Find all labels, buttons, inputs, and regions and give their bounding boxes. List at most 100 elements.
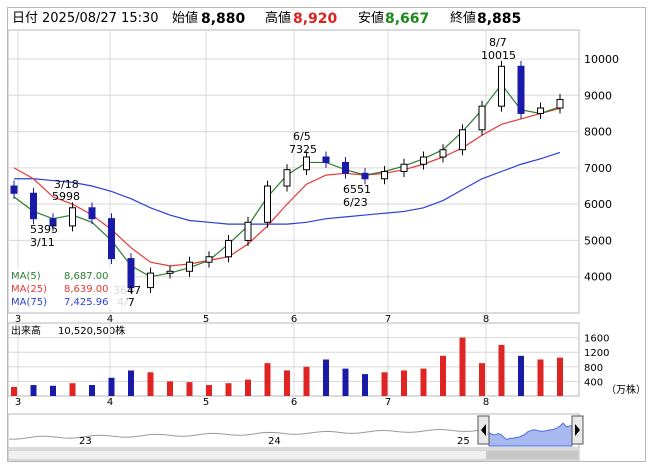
volume-bars <box>11 337 563 396</box>
month-label: 6 <box>291 397 297 408</box>
candle-body <box>478 105 486 131</box>
month-axis-top: 3 4 5 6 7 8 <box>15 314 489 325</box>
volume-bar <box>50 385 56 396</box>
volume-bar <box>69 383 76 396</box>
annotation-max-date: 8/7 <box>489 36 507 49</box>
annotation-max-value: 10015 <box>481 49 516 62</box>
volume-bar <box>108 377 115 396</box>
volume-bar <box>518 355 524 396</box>
annotation-jun-value: 7325 <box>289 143 317 156</box>
date-label: 日付 <box>12 11 39 26</box>
candle-body <box>49 218 57 227</box>
navigator-label-24: 24 <box>268 436 281 447</box>
annotation-mar-low-value: 5395 <box>30 223 58 236</box>
price-tick-label: 4000 <box>584 271 612 284</box>
candle-body <box>147 272 154 289</box>
datetime-value: 2025/08/27 15:30 <box>42 11 159 26</box>
volume-bar <box>459 337 466 396</box>
volume-label: 出来高 <box>11 324 41 337</box>
annotation-mar-high-value: 5998 <box>52 190 80 203</box>
candle-body <box>225 239 232 258</box>
legend-ma25-label: MA(25) <box>11 284 47 295</box>
volume-bar <box>284 370 290 396</box>
price-tick-label: 10000 <box>584 53 619 66</box>
annotation-jun-low-value: 6551 <box>343 183 371 196</box>
volume-bar <box>128 370 134 396</box>
price-tick-label: 6000 <box>584 198 612 211</box>
volume-bar <box>186 382 193 396</box>
ma75-line <box>14 151 561 225</box>
ma-legend-box <box>9 267 127 308</box>
legend-ma5-value: 8,687.00 <box>64 271 109 282</box>
high-label: 高値 <box>265 11 292 26</box>
candle-body <box>30 192 37 220</box>
navigator-scrollbar[interactable] <box>7 449 580 461</box>
candle-body <box>517 65 525 114</box>
navigator-scroll-thumb[interactable] <box>486 451 578 459</box>
candle-body <box>69 207 76 227</box>
ma25-line <box>13 107 561 267</box>
candle-body <box>10 185 18 194</box>
candle-body <box>283 169 291 187</box>
legend-ma5-label: MA(5) <box>11 271 41 282</box>
volume-bar <box>264 363 271 396</box>
price-grid <box>8 30 579 313</box>
candle-body <box>381 171 388 180</box>
candle-body <box>108 218 115 260</box>
candle-body <box>88 207 96 220</box>
volume-value: 10,520,500株 <box>58 324 125 337</box>
candle-body <box>400 163 408 173</box>
volume-bar <box>537 359 544 396</box>
candle-body <box>186 261 193 272</box>
month-label: 8 <box>483 397 489 408</box>
candle-body <box>420 156 427 165</box>
candle-body <box>459 129 466 151</box>
volume-tick-label: 1600 <box>584 334 609 345</box>
navigator-history-line <box>9 428 479 440</box>
volume-tick-label: 800 <box>584 363 603 374</box>
annotation-mar-low-date: 3/11 <box>30 236 55 249</box>
candle-body <box>303 156 310 171</box>
navigator-left-handle[interactable] <box>477 415 490 445</box>
candle-body <box>556 98 564 109</box>
month-label: 5 <box>203 397 209 408</box>
high-value: 8,920 <box>293 11 338 27</box>
candle-body <box>537 107 544 114</box>
price-tick-label: 7000 <box>584 162 612 175</box>
close-label: 終値 <box>450 11 477 26</box>
month-label: 6 <box>291 314 297 325</box>
volume-bar <box>440 355 446 396</box>
candles <box>10 60 564 294</box>
legend-ma75-value: 7,425.96 <box>64 297 109 308</box>
volume-bar <box>342 368 349 396</box>
volume-bar <box>557 357 563 396</box>
annotation-jun-low-date: 6/23 <box>343 196 368 209</box>
volume-bar <box>401 370 407 396</box>
open-label: 始値 <box>172 11 199 26</box>
month-label: 5 <box>203 314 209 325</box>
chevron-right-icon <box>575 424 580 436</box>
volume-bar <box>479 363 485 396</box>
candle-body <box>322 156 330 163</box>
volume-bar <box>30 385 37 396</box>
volume-bar <box>89 385 95 396</box>
price-tick-label: 9000 <box>584 89 612 102</box>
low-value: 8,667 <box>385 11 430 27</box>
price-tick-label: 8000 <box>584 126 612 139</box>
candle-body <box>361 172 369 180</box>
candle-body <box>166 270 174 274</box>
annotation-mar-high-date: 3/18 <box>54 178 79 191</box>
volume-unit: （万株） <box>606 383 646 396</box>
price-tick-label: 5000 <box>584 234 612 247</box>
price-axis: 4000 5000 6000 7000 8000 9000 10000 <box>584 53 619 284</box>
volume-bar <box>323 359 329 396</box>
navigator-right-handle[interactable] <box>571 415 584 445</box>
volume-bar <box>167 381 173 396</box>
month-label: 4 <box>107 314 113 325</box>
navigator-label-25: 25 <box>457 436 470 447</box>
volume-bar <box>303 366 310 396</box>
month-label: 3 <box>15 314 21 325</box>
volume-axis: 400 800 1200 1600 <box>584 334 609 389</box>
